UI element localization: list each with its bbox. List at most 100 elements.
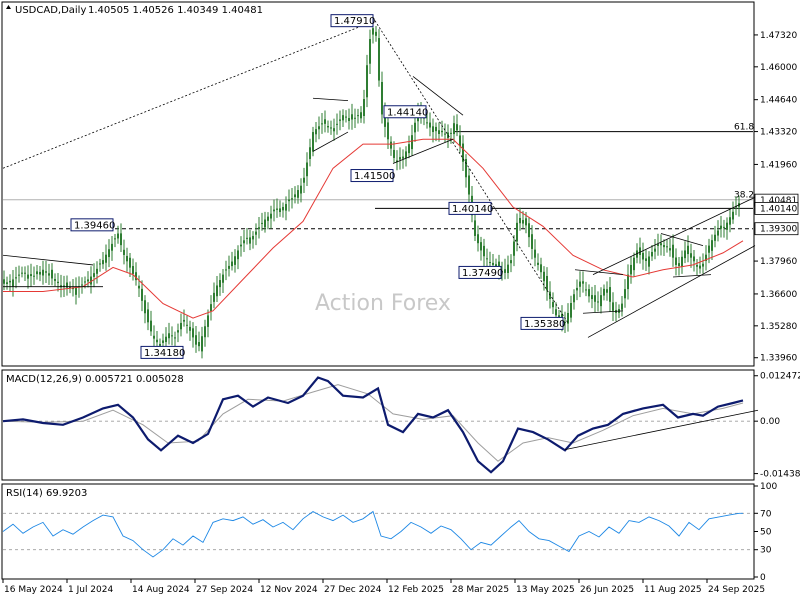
candle-body — [294, 194, 296, 198]
candle-body — [63, 285, 65, 287]
candle-body — [195, 335, 197, 345]
rsi-axis-label: 0 — [760, 573, 766, 583]
candle-body — [567, 312, 569, 324]
candle-body — [330, 127, 332, 129]
candle-body — [729, 217, 731, 225]
candle-body — [396, 160, 398, 163]
candle-body — [726, 222, 728, 230]
x-axis-label: 27 Dec 2024 — [324, 585, 382, 595]
candle-body — [684, 250, 686, 259]
price-axis-label: 1.33960 — [760, 354, 797, 364]
candle-body — [228, 265, 230, 269]
candle-body — [258, 227, 260, 230]
candle-body — [33, 275, 35, 277]
candle-body — [669, 248, 671, 251]
candle-body — [135, 272, 137, 281]
price-label-box — [350, 169, 394, 183]
price-label-text: 1.41500 — [354, 171, 395, 182]
rsi-panel-frame — [1, 483, 755, 580]
candle-body — [213, 292, 215, 302]
candle-body — [273, 209, 275, 212]
candle-body — [291, 198, 293, 200]
candle-body — [207, 315, 209, 327]
candle-body — [324, 119, 326, 124]
candle-body — [150, 320, 152, 332]
macd-panel-frame — [1, 369, 755, 481]
candle-body — [645, 258, 647, 262]
pennant-bottom-line — [672, 274, 712, 278]
price-label-text: 1.37490 — [462, 268, 503, 279]
candle-body — [678, 263, 680, 267]
candle-body — [480, 242, 482, 251]
candle-body — [597, 301, 599, 303]
macd-main-line — [2, 376, 744, 474]
candle-body — [447, 132, 449, 139]
rally-dashed-line — [2, 20, 376, 169]
candle-body — [648, 256, 650, 267]
candle-body — [231, 261, 233, 267]
ohlc-readout: 1.40505 1.40526 1.40349 1.40481 — [88, 5, 263, 16]
candle-body — [42, 269, 44, 276]
candle-body — [297, 190, 299, 198]
candle-body — [450, 132, 452, 134]
macd-trendline — [564, 409, 759, 450]
candle-body — [45, 271, 47, 273]
candle-body — [507, 264, 509, 273]
candle-body — [39, 271, 41, 275]
candle-body — [513, 241, 515, 256]
candle-body — [708, 245, 710, 253]
candle-body — [672, 244, 674, 258]
candle-body — [270, 213, 272, 219]
candle-body — [675, 257, 677, 265]
candle-body — [693, 256, 695, 262]
fib-level-label: 61.8 — [734, 123, 754, 133]
price-label-box — [458, 265, 502, 279]
candle-body — [402, 156, 404, 159]
watermark: Action Forex — [315, 291, 451, 316]
candle-body — [516, 222, 518, 242]
x-axis-label: 11 Aug 2025 — [644, 585, 702, 595]
candle-body — [327, 126, 329, 128]
price-axis-label: 1.46000 — [760, 63, 797, 73]
price-label-box — [383, 105, 427, 119]
candle-body — [351, 114, 353, 120]
candle-body — [60, 285, 62, 288]
price-axis-label: 1.37960 — [760, 257, 797, 267]
candle-body — [120, 233, 122, 246]
candle-body — [96, 268, 98, 274]
price-label-text: 1.44140 — [387, 107, 428, 118]
candle-body — [426, 122, 428, 124]
candle-body — [162, 340, 164, 343]
candle-body — [579, 281, 581, 287]
candle-body — [522, 220, 524, 224]
price-layer: 61.8 38.2 1.47910 1.44140 1.41500 1.40140 1.39… — [2, 14, 756, 359]
candle-body — [501, 271, 503, 273]
candle-body — [99, 263, 101, 265]
candle-body — [132, 266, 134, 274]
candle-body — [345, 116, 347, 118]
candle-body — [312, 132, 314, 152]
candle-body — [723, 226, 725, 228]
candle-body — [210, 304, 212, 312]
candle-body — [372, 28, 374, 35]
candle-body — [117, 233, 119, 239]
candle-body — [123, 249, 125, 255]
candle-body — [105, 254, 107, 263]
candle-body — [261, 222, 263, 224]
candle-body — [288, 199, 290, 202]
candle-body — [348, 118, 350, 122]
price-axis-label: 1.40140 — [760, 204, 797, 214]
candle-body — [510, 260, 512, 264]
candle-body — [627, 274, 629, 290]
rsi-axis-label: 70 — [760, 509, 772, 519]
candle-body — [642, 252, 644, 260]
candle-body — [300, 185, 302, 194]
candle-body — [267, 216, 269, 221]
candle-body — [498, 261, 500, 270]
candle-body — [111, 243, 113, 251]
triangle-bottom-line — [392, 138, 454, 164]
candle-body — [30, 274, 32, 277]
channel-lower-line — [587, 245, 756, 338]
x-axis-label: 12 Feb 2025 — [388, 585, 444, 595]
candle-body — [114, 238, 116, 240]
